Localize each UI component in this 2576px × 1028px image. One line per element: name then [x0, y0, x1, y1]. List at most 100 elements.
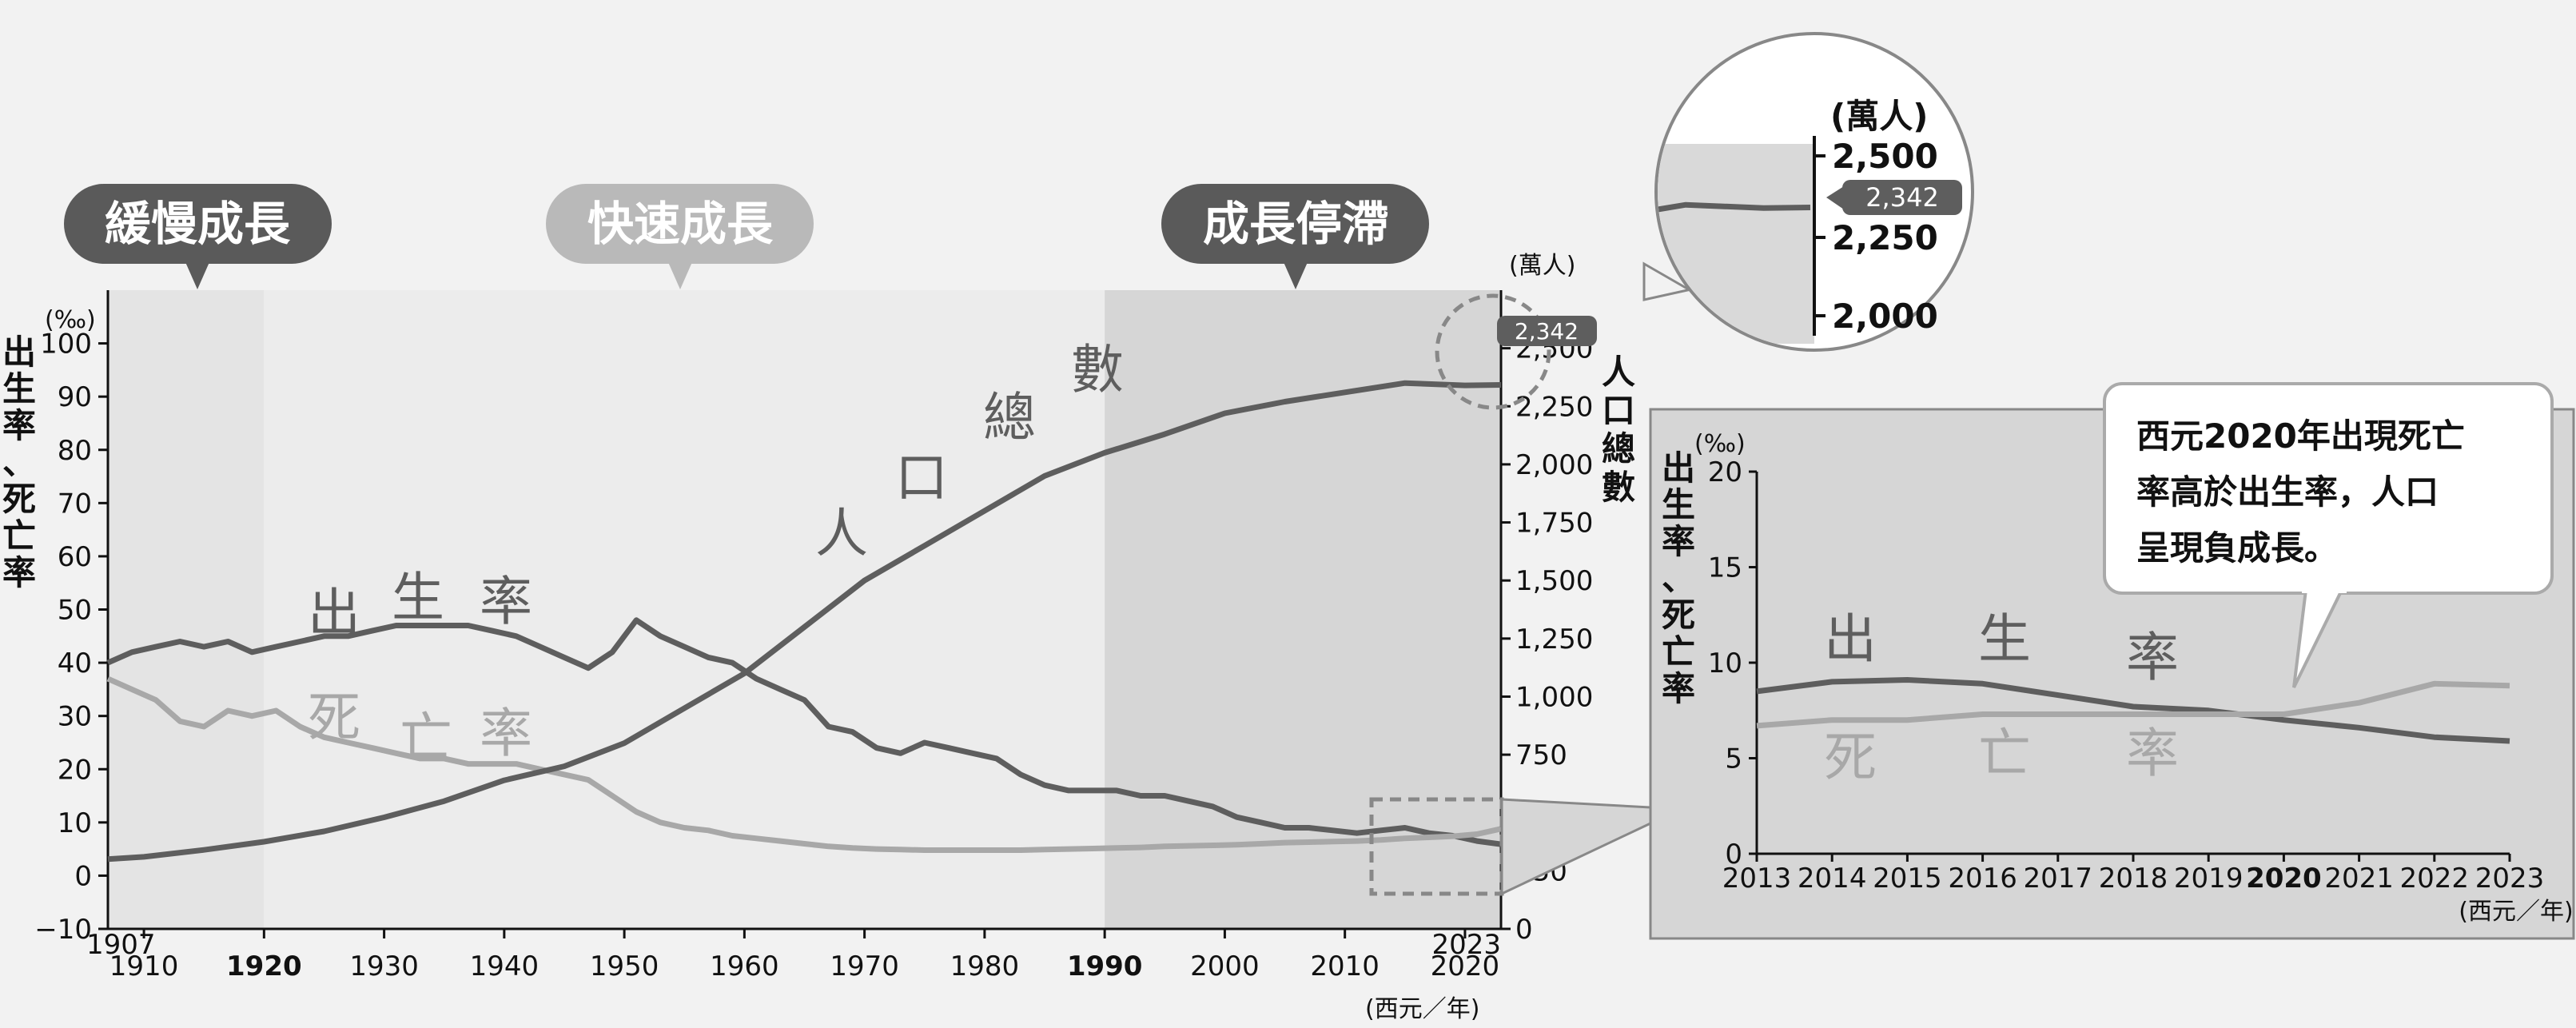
inset-birth-label-char: 生: [1978, 608, 2031, 670]
inset-axis-label-char: 率: [1662, 669, 1695, 708]
series-line-2: [107, 380, 1502, 863]
left-axis-label-char: 生: [2, 369, 36, 408]
x-tick-label: 2010: [1310, 950, 1380, 982]
left-axis-label: 出生率、死亡率: [2, 333, 36, 592]
zoom-circle: (萬人) 2,500 2,250 2,000 2,342: [1654, 32, 1974, 352]
inset-y-tick-label: 5: [1725, 743, 1742, 775]
x-tick-label: 2020: [1431, 950, 1500, 982]
population-label-char: 總: [983, 387, 1036, 448]
left-tick-label: 0: [74, 860, 92, 892]
callout-line-3: 呈現負成長。: [2136, 528, 2338, 568]
left-tick-label: 50: [58, 595, 92, 627]
right-tick-label: 0: [1515, 914, 1533, 946]
inset-y-tick-label: 15: [1708, 552, 1742, 584]
birth-label-char: 出: [308, 583, 360, 644]
phase-label-fast: 快速成長: [546, 184, 814, 289]
left-tick-label: 90: [58, 381, 92, 413]
x-end-label: 2023: [1431, 929, 1501, 961]
inset-y-tick-label: 10: [1708, 647, 1742, 679]
left-tick-label: 30: [58, 701, 92, 733]
x-unit: (西元／年): [1365, 995, 1479, 1023]
inset-connector: [1500, 798, 1652, 896]
inset-axis-label-char: 生: [1662, 485, 1695, 524]
callout-line-2: 率高於出生率，人口: [2136, 472, 2439, 512]
zoom-tick-2250: 2,250: [1832, 218, 1938, 257]
death-label-char: 率: [480, 703, 532, 764]
left-axis-label-char: 率: [2, 406, 36, 445]
population-label-char: 口: [895, 447, 948, 508]
zoom-badge-text: 2,342: [1865, 182, 1939, 213]
inset-x-tick-label: 2022: [2400, 863, 2470, 895]
death-label-char: 亡: [400, 707, 452, 768]
right-unit: (萬人): [1509, 252, 1575, 280]
left-tick-label: 20: [58, 754, 92, 786]
inset-x-tick-label: 2014: [1798, 863, 1867, 895]
population-label-char: 人: [815, 503, 868, 564]
right-tick-label: 1,250: [1515, 624, 1593, 655]
x-start-label: 1907: [86, 929, 156, 961]
x-tick-label: 1930: [349, 950, 419, 982]
inset-axes: 0 5 10 15 20 2013 2014 2015 2016 2017 2018 2019 2020…: [1708, 456, 2545, 895]
inset-death-label-char: 亡: [1978, 723, 2031, 784]
zoom-tick-2500: 2,500: [1832, 137, 1938, 176]
inset-birth-label-char: 出: [1824, 608, 1877, 670]
population-badge: 2,342: [1497, 316, 1597, 346]
inset-series: 出生率死亡率: [1756, 608, 2510, 788]
inset-unit: (‰): [1694, 430, 1746, 458]
left-tick-label: 10: [58, 807, 92, 839]
x-tick-label: 1980: [950, 950, 1020, 982]
right-tick-label: 1,750: [1515, 508, 1593, 540]
x-tick-label: 1960: [710, 950, 779, 982]
right-axis-label-char: 總: [1602, 429, 1635, 468]
main-series: 人口總數出生率死亡率: [106, 339, 1502, 863]
inset-axis-label-char: 死: [1662, 596, 1695, 635]
right-tick-label: 1,000: [1515, 681, 1593, 713]
left-axis-label-char: 率: [2, 553, 36, 592]
inset-x-tick-label: 2013: [1722, 863, 1792, 895]
zoom-unit: (萬人): [1830, 97, 1928, 136]
right-tick-label: 2,250: [1515, 391, 1593, 423]
x-tick-label: 1940: [470, 950, 539, 982]
inset-death-label-char: 率: [2126, 723, 2179, 784]
x-tick-label: 1970: [830, 950, 899, 982]
inset-series-line-0: [1756, 677, 2510, 744]
inset-x-tick-label: 2018: [2099, 863, 2168, 895]
callout-line-1: 西元2020年出現死亡: [2136, 416, 2465, 456]
inset-x-tick-label: 2016: [1948, 863, 2017, 895]
series-line-1: [106, 675, 1502, 853]
inset-axis-label: 出生率、死亡率: [1662, 448, 1695, 708]
inset-axis-label-char: 亡: [1662, 632, 1695, 671]
inset-birth-label-char: 率: [2126, 627, 2179, 688]
inset-x-tick-label: 2015: [1873, 863, 1942, 895]
inset-x-tick-label: 2023: [2475, 863, 2545, 895]
left-axis-label-char: 亡: [2, 516, 36, 556]
callout-box: 西元2020年出現死亡 率高於出生率，人口 呈現負成長。: [2103, 382, 2554, 688]
phase-bands: [108, 290, 1501, 929]
right-axis-label-char: 數: [1602, 468, 1635, 507]
x-tick-label: 2000: [1190, 950, 1260, 982]
right-tick-label: 1,500: [1515, 565, 1593, 597]
left-axis-label-char: 死: [2, 480, 36, 519]
birth-label-char: 生: [392, 567, 444, 628]
left-tick-label: 60: [58, 541, 92, 573]
right-tick-label: 750: [1515, 739, 1567, 771]
right-axis-label-char: 人: [1602, 353, 1635, 392]
right-axis-label-char: 口: [1602, 391, 1635, 430]
left-axis-label-char: 出: [2, 333, 36, 372]
inset-x-unit: (西元／年): [2459, 898, 2573, 926]
inset-y-tick-label: 20: [1708, 456, 1742, 488]
inset-x-tick-label: 2021: [2324, 863, 2394, 895]
band-fast: [264, 290, 1105, 929]
death-label-char: 死: [308, 687, 360, 748]
left-tick-label: 80: [58, 435, 92, 467]
x-tick-label: 1950: [590, 950, 659, 982]
band-slow: [108, 290, 265, 929]
zoom-highlight-circle: [1435, 293, 1551, 410]
inset-x-tick-label: 2020: [2246, 863, 2322, 895]
inset-axis-label-char: 出: [1662, 448, 1695, 488]
phase-label-fast-text: 快速成長: [587, 197, 774, 251]
inset-axis-label-char: 率: [1662, 522, 1695, 561]
phase-label-slow-text: 緩慢成長: [105, 197, 291, 251]
phase-label-stagnant: 成長停滯: [1161, 184, 1429, 289]
